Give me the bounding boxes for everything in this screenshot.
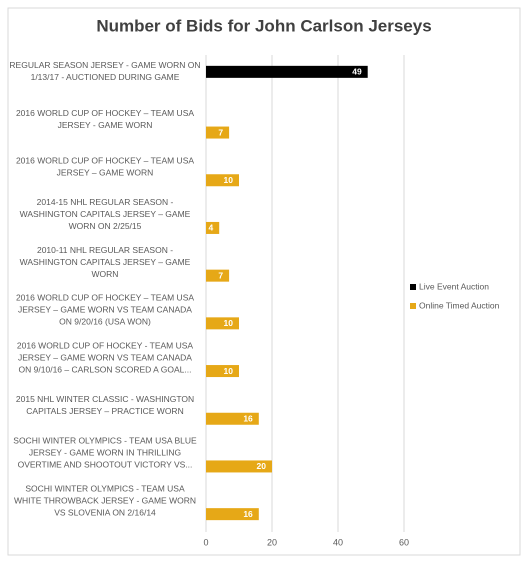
value-label: 16	[243, 414, 253, 424]
x-tick-label: 20	[267, 537, 277, 547]
bar	[206, 174, 239, 187]
bar	[206, 126, 230, 139]
value-label: 10	[224, 318, 234, 328]
category-label: 1/13/17 - AUCTIONED DURING GAME	[31, 72, 180, 82]
bar	[206, 65, 368, 78]
category-label: CAPITALS JERSEY – PRACTICE WORN	[26, 406, 183, 416]
x-tick-label: 40	[333, 537, 343, 547]
value-label: 20	[257, 461, 267, 471]
x-tick-label: 60	[399, 537, 409, 547]
category-label: WASHINGTON CAPITALS JERSEY – GAME	[20, 209, 191, 219]
value-label: 4	[208, 223, 213, 233]
bar	[206, 508, 259, 521]
bar	[206, 365, 239, 378]
category-label: JERSEY – GAME WORN VS TEAM CANADA	[18, 352, 192, 362]
legend-swatch	[410, 284, 416, 290]
bar	[206, 412, 259, 425]
bar	[206, 269, 230, 282]
category-label: JERSEY – GAME WORN VS TEAM CANADA	[18, 305, 192, 315]
category-label: ON 9/20/16 (USA WON)	[59, 317, 151, 327]
value-label: 10	[224, 366, 234, 376]
legend-label: Online Timed Auction	[419, 300, 500, 310]
category-label: 2016 WORLD CUP OF HOCKEY – TEAM USA	[16, 293, 194, 303]
category-label: JERSEY - GAME WORN	[58, 120, 153, 130]
category-label: JERSEY – GAME WORN	[57, 168, 154, 178]
category-label: 2010-11 NHL REGULAR SEASON -	[37, 245, 173, 255]
category-label: 2016 WORLD CUP OF HOCKEY – TEAM USA	[16, 156, 194, 166]
legend-swatch	[410, 303, 416, 309]
category-label: 2014-15 NHL REGULAR SEASON -	[37, 197, 174, 207]
x-tick-label: 0	[203, 537, 208, 547]
value-label: 49	[352, 67, 362, 77]
category-label: SOCHI WINTER OLYMPICS - TEAM USA BLUE	[13, 436, 197, 446]
category-label: JERSEY - GAME WORN IN THRILLING	[29, 448, 181, 458]
chart-title: Number of Bids for John Carlson Jerseys	[96, 16, 431, 35]
category-label: WHITE THROWBACK JERSEY - GAME WORN	[14, 495, 196, 505]
value-label: 16	[243, 509, 253, 519]
category-label: VS SLOVENIA ON 2/16/14	[54, 507, 156, 517]
category-label: 2015 NHL WINTER CLASSIC - WASHINGTON	[16, 394, 194, 404]
category-label: REGULAR SEASON JERSEY - GAME WORN ON	[9, 60, 200, 70]
value-label: 7	[218, 127, 223, 137]
category-label: 2016 WORLD CUP OF HOCKEY - TEAM USA	[17, 340, 194, 350]
bar	[206, 221, 220, 234]
category-label: WORN	[92, 269, 119, 279]
value-label: 7	[218, 270, 223, 280]
bar	[206, 317, 239, 330]
category-label: WORN ON 2/25/15	[69, 221, 142, 231]
legend-label: Live Event Auction	[419, 281, 489, 291]
category-label: OVERTIME AND SHOOTOUT VICTORY VS...	[18, 460, 193, 470]
category-label: ON 9/10/16 – CARLSON SCORED A GOAL...	[19, 364, 192, 374]
bar	[206, 460, 272, 473]
category-label: 2016 WORLD CUP OF HOCKEY – TEAM USA	[16, 108, 194, 118]
category-label: SOCHI WINTER OLYMPICS - TEAM USA	[25, 483, 185, 493]
value-label: 10	[224, 175, 234, 185]
category-label: WASHINGTON CAPITALS JERSEY – GAME	[20, 257, 191, 267]
